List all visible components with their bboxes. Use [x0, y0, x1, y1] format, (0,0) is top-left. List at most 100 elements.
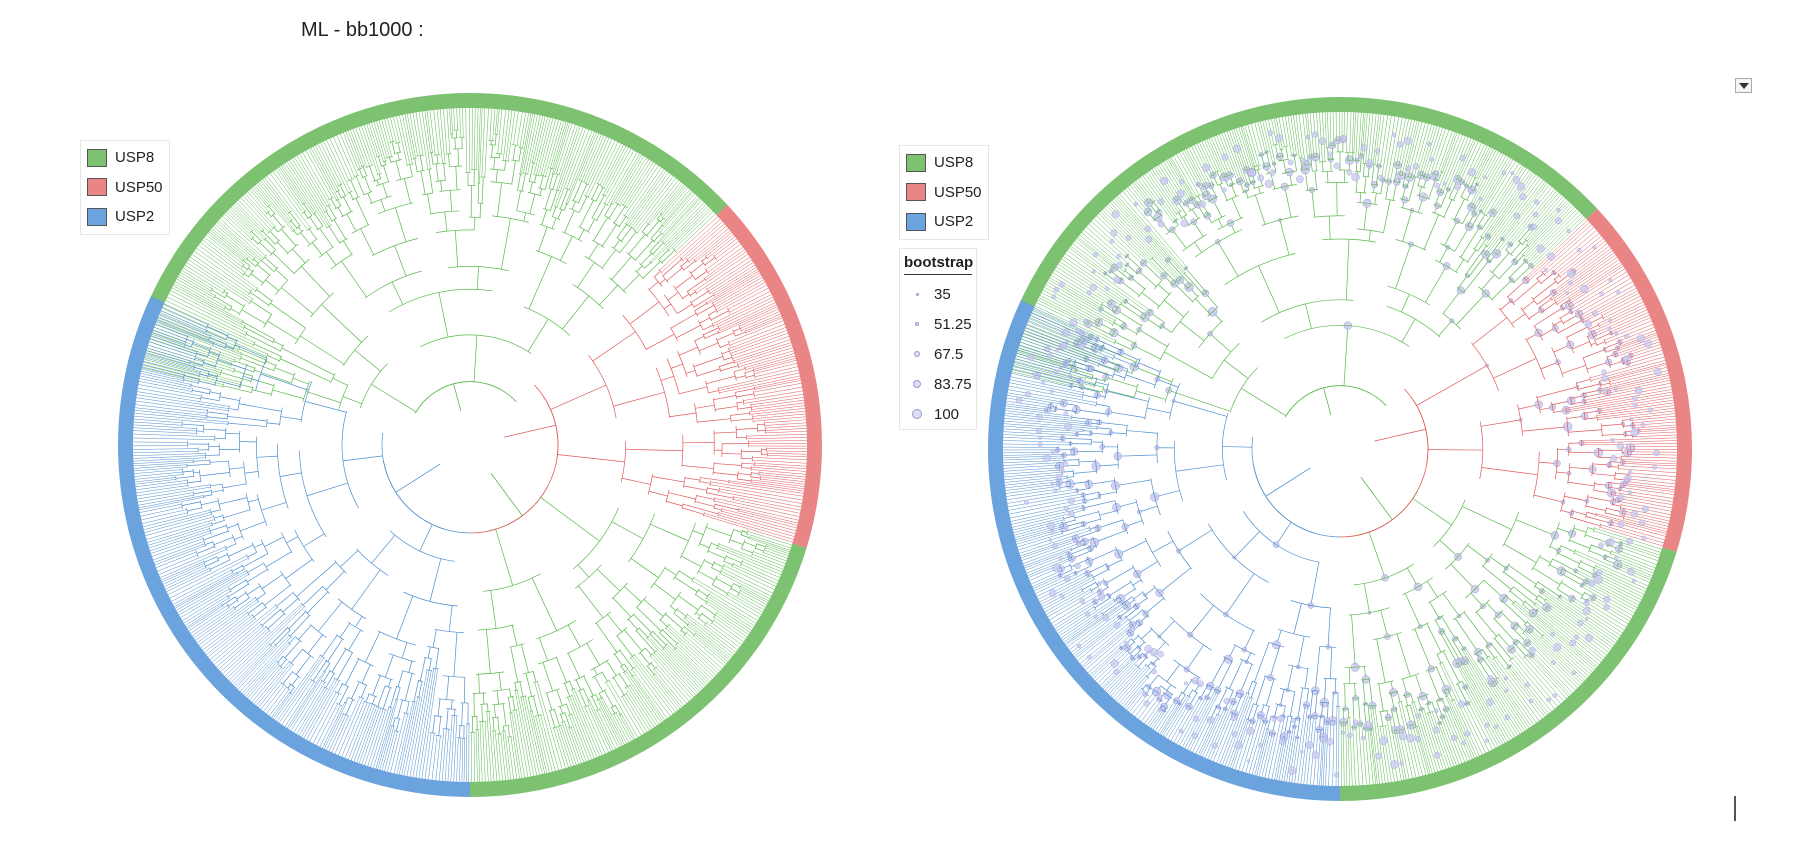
tip-branch [728, 482, 804, 494]
bootstrap-node [1613, 331, 1619, 336]
branch-arc [611, 246, 621, 254]
branch-arc [718, 365, 722, 372]
bootstrap-node [1269, 169, 1276, 176]
branch-arc [502, 725, 510, 727]
internal-branch [647, 665, 655, 675]
tip-branch [1007, 395, 1064, 405]
tip-branch [713, 267, 757, 295]
branch-arc [208, 527, 212, 535]
tip-branch [570, 726, 584, 763]
internal-branch [1560, 572, 1583, 586]
internal-branch [1094, 529, 1127, 543]
tip-branch [1089, 647, 1121, 676]
internal-branch [1344, 683, 1346, 709]
tip-branch [1436, 131, 1453, 175]
tip-branch [605, 682, 638, 738]
branch-arc [750, 478, 752, 483]
internal-branch [264, 257, 278, 269]
tip-branch [1320, 737, 1325, 786]
branch-arc [1113, 598, 1116, 603]
tip-branch [1560, 595, 1621, 636]
branch-arc [377, 674, 393, 681]
branch-arc [1582, 357, 1589, 374]
tip-branch [1620, 559, 1654, 574]
internal-branch [457, 148, 460, 167]
bootstrap-node [1051, 294, 1057, 300]
internal-branch [1082, 394, 1097, 399]
internal-branch [628, 234, 646, 255]
tip-branch [1115, 197, 1185, 274]
branch-arc [717, 330, 720, 335]
branch-arc [299, 450, 327, 538]
tip-branch [1618, 550, 1657, 565]
tip-branch [752, 553, 785, 567]
branch-arc [1479, 210, 1483, 213]
tip-branch [657, 197, 700, 243]
tip-branch [1363, 113, 1368, 164]
tip-branch [1196, 143, 1213, 176]
tip-branch [675, 213, 716, 252]
internal-branch [269, 231, 279, 241]
tip-branch [316, 703, 338, 746]
internal-branch [307, 634, 323, 654]
branch-arc [750, 471, 752, 478]
tip-branch [1127, 186, 1149, 213]
internal-branch [1096, 403, 1110, 407]
branch-arc [1149, 626, 1170, 646]
tip-branch [481, 108, 486, 177]
branch-arc [713, 496, 716, 503]
tip-branch [1351, 112, 1355, 153]
branch-arc [1164, 377, 1174, 403]
internal-branch [267, 613, 285, 630]
internal-branch [236, 568, 245, 574]
tip-branch [438, 728, 445, 781]
internal-branch [1163, 299, 1185, 318]
tip-branch [1374, 705, 1386, 783]
bootstrap-node [1087, 654, 1092, 660]
internal-branch [1457, 275, 1468, 289]
tip-branch [1627, 453, 1677, 456]
internal-branch [519, 681, 524, 697]
internal-branch [1442, 290, 1462, 314]
branch-arc [197, 378, 200, 384]
branch-arc [226, 413, 229, 420]
tip-branch [1596, 513, 1667, 532]
branch-arc [555, 189, 560, 192]
tip-branch [1552, 248, 1612, 292]
branch-arc [1428, 590, 1448, 604]
tip-branch [1621, 459, 1677, 462]
internal-branch [1590, 342, 1596, 346]
internal-branch [280, 659, 287, 667]
tip-branch [390, 117, 397, 144]
internal-branch [1063, 459, 1079, 461]
tip-branch [135, 404, 208, 414]
internal-branch [624, 629, 643, 652]
internal-branch [1269, 645, 1281, 678]
internal-branch [312, 242, 323, 256]
branch-arc [1089, 588, 1093, 593]
branch-arc [508, 712, 513, 714]
tip-branch [660, 184, 685, 214]
branch-arc [357, 657, 374, 667]
internal-branch [639, 652, 650, 665]
internal-branch [640, 253, 653, 265]
tip-branch [399, 115, 411, 165]
branch-arc [754, 543, 758, 550]
internal-branch [736, 427, 758, 430]
tip-branch [142, 364, 185, 375]
tip-branch [1534, 604, 1604, 660]
internal-branch [1142, 684, 1147, 690]
tip-branch [568, 727, 582, 764]
internal-branch [234, 370, 253, 377]
tip-branch [1201, 141, 1216, 173]
branch-arc [738, 585, 741, 589]
tip-branch [336, 135, 355, 177]
phylogenetic-tree-left[interactable] [117, 93, 822, 797]
internal-branch [1117, 454, 1157, 457]
branch-arc [1565, 336, 1575, 354]
tip-branch [664, 189, 691, 220]
phylogenetic-tree-right[interactable] [987, 96, 1692, 801]
branch-arc [519, 173, 522, 175]
branch-arc [245, 257, 249, 261]
branch-arc [744, 330, 747, 334]
